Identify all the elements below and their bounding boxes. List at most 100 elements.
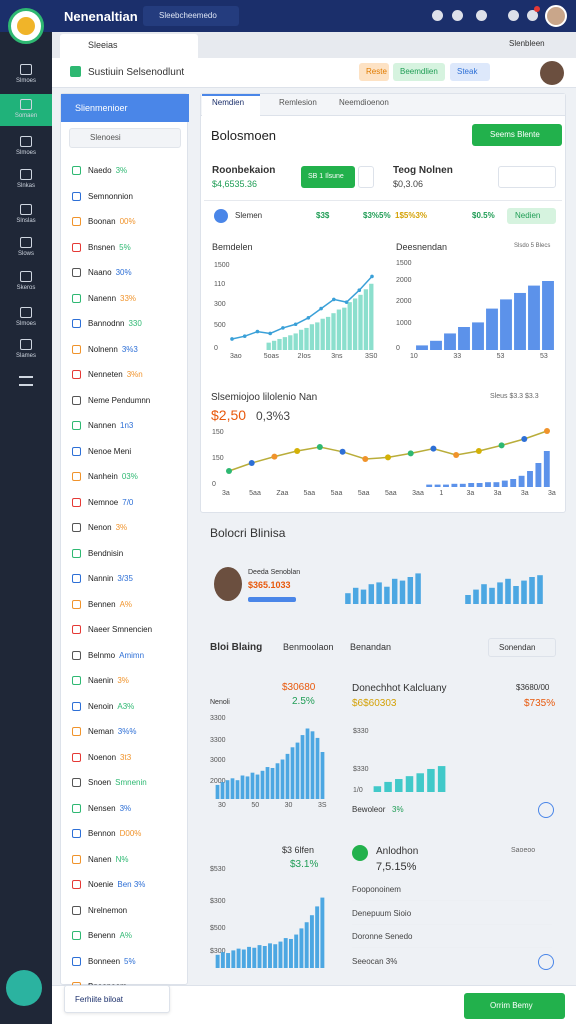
list-item[interactable]: Nolnenn 3%3 <box>61 339 189 361</box>
list-item[interactable]: Bnsnen 5% <box>61 237 189 259</box>
point <box>294 448 301 454</box>
list-item[interactable]: Nenoin A3% <box>61 696 189 718</box>
chart <box>465 575 543 604</box>
list-item[interactable]: Naano 30% <box>61 262 189 284</box>
sidebar-icon[interactable] <box>20 169 32 180</box>
tab-label: Sleeias <box>88 40 118 50</box>
panel-search[interactable]: Slenoesi <box>69 128 181 148</box>
bar <box>236 948 241 968</box>
action-button[interactable]: Seems Blente <box>472 124 562 146</box>
sidebar-icon[interactable] <box>20 307 32 318</box>
header-icon[interactable] <box>476 10 487 21</box>
y-tick-label: $330 <box>353 766 369 773</box>
sidebar-icon[interactable] <box>20 64 32 75</box>
item-icon <box>72 905 81 915</box>
bar <box>416 773 424 792</box>
list-item[interactable]: Bannodnn 330 <box>61 313 189 335</box>
list-item[interactable]: Nenon 3% <box>61 517 189 539</box>
header-icon[interactable] <box>452 10 463 21</box>
header-icon[interactable] <box>527 10 538 21</box>
list-item[interactable]: Neme Pendumnn <box>61 390 189 412</box>
metric-controls[interactable] <box>498 166 556 188</box>
item-label: Nenoin A3% <box>88 701 135 711</box>
list-item[interactable]: Nannin 3/35 <box>61 568 189 590</box>
bar <box>528 285 540 350</box>
sidebar-icon[interactable] <box>20 237 32 248</box>
y-tick-label: 150 <box>212 429 224 436</box>
sidebar-icon[interactable] <box>20 99 32 110</box>
list-item[interactable]: Bennon D00% <box>61 823 189 845</box>
item-label: Neman 3%% <box>88 727 137 736</box>
dropdown[interactable]: Sonendan <box>488 638 556 657</box>
circle-button[interactable] <box>538 802 554 818</box>
list-item[interactable]: Bonneen 5% <box>61 951 189 973</box>
toolbar-button[interactable]: Reste <box>359 63 389 81</box>
tab[interactable]: Sleeias <box>60 34 198 58</box>
list-item[interactable]: Bennen A% <box>61 594 189 616</box>
item-badge: 3%3 <box>121 344 138 354</box>
sidebar-icon[interactable] <box>19 376 33 386</box>
list-item[interactable]: Benenn A% <box>61 925 189 947</box>
circle-button[interactable] <box>538 954 554 970</box>
list-item[interactable]: Nrelnemon <box>61 900 189 922</box>
bar <box>510 479 517 487</box>
list-item[interactable]: Boonan 00% <box>61 211 189 233</box>
list-item[interactable]: Nanhein 03% <box>61 466 189 488</box>
help-bubble[interactable] <box>6 970 42 1006</box>
toolbar-button[interactable]: Steak <box>450 63 490 81</box>
bar <box>325 316 331 350</box>
footer-input[interactable]: Ferhiite biloat <box>64 985 170 1013</box>
sidebar-icon[interactable] <box>20 271 32 282</box>
sidebar-icon[interactable] <box>20 136 32 147</box>
header-icon[interactable] <box>508 10 519 21</box>
list-item[interactable]: Noenie Ben 3% <box>61 874 189 896</box>
item-badge: 3%% <box>117 727 137 736</box>
user-avatar[interactable] <box>545 5 567 27</box>
list-item[interactable]: Naeer Smnencien <box>61 619 189 641</box>
button-label: Beemdlien <box>400 67 438 76</box>
person-name: Deeda Senoblan <box>248 569 301 576</box>
list-item[interactable]: Nenneten 3%n <box>61 364 189 386</box>
item-icon <box>72 574 81 583</box>
list-item[interactable]: Semnonnion <box>61 186 189 208</box>
search-box[interactable]: Sleebcheemedo <box>143 6 239 26</box>
sidebar-icon[interactable] <box>20 339 32 350</box>
input-text: Ferhiite biloat <box>75 995 124 1004</box>
chart-value: $2,50 <box>211 407 247 423</box>
bar <box>215 954 220 968</box>
x-tick-label: 5aa <box>385 490 397 497</box>
item-label: Noenon 3t3 <box>88 752 132 762</box>
toolbar-avatar[interactable] <box>540 61 564 85</box>
bar <box>537 575 543 604</box>
item-icon <box>72 880 81 889</box>
item-label: Nensen 3% <box>88 803 132 813</box>
metric-button[interactable]: SB 1 Ilsune <box>301 166 355 188</box>
header-icon[interactable] <box>432 10 443 21</box>
list-item[interactable]: Belnmo Amimn <box>61 645 189 667</box>
item-label: Naedo 3% <box>88 166 128 175</box>
chart <box>215 897 325 968</box>
metric-toggle[interactable] <box>358 166 374 188</box>
list-item[interactable]: Nanenn 33% <box>61 288 189 310</box>
list-item[interactable]: Bendnisin <box>61 543 189 565</box>
primary-button[interactable]: Orrim Bemy <box>464 993 565 1019</box>
list-item[interactable]: Nannen 1n3 <box>61 415 189 437</box>
item-label: Nenoe Meni <box>88 446 132 456</box>
list-item[interactable]: Nemnoe 7/0 <box>61 492 189 514</box>
list-item[interactable]: Nenoe Meni <box>61 441 189 463</box>
item-badge: D00% <box>119 829 142 838</box>
list-item[interactable]: Nanen N% <box>61 849 189 871</box>
bar <box>395 779 403 792</box>
list-item[interactable]: Naedo 3% <box>61 160 189 182</box>
sidebar-icon[interactable] <box>20 204 32 215</box>
list-item[interactable]: Neman 3%% <box>61 721 189 743</box>
bar <box>373 786 382 792</box>
item-icon <box>72 701 81 711</box>
list-item[interactable]: Nensen 3% <box>61 798 189 820</box>
list-item[interactable]: Snoen Smnenin <box>61 772 189 794</box>
metric-label: Teog Nolnen <box>393 165 453 176</box>
item-badge: A% <box>119 599 133 609</box>
list-item[interactable]: Naenin 3% <box>61 670 189 692</box>
list-item[interactable]: Noenon 3t3 <box>61 747 189 769</box>
toolbar-button[interactable]: Beemdlien <box>393 63 445 81</box>
